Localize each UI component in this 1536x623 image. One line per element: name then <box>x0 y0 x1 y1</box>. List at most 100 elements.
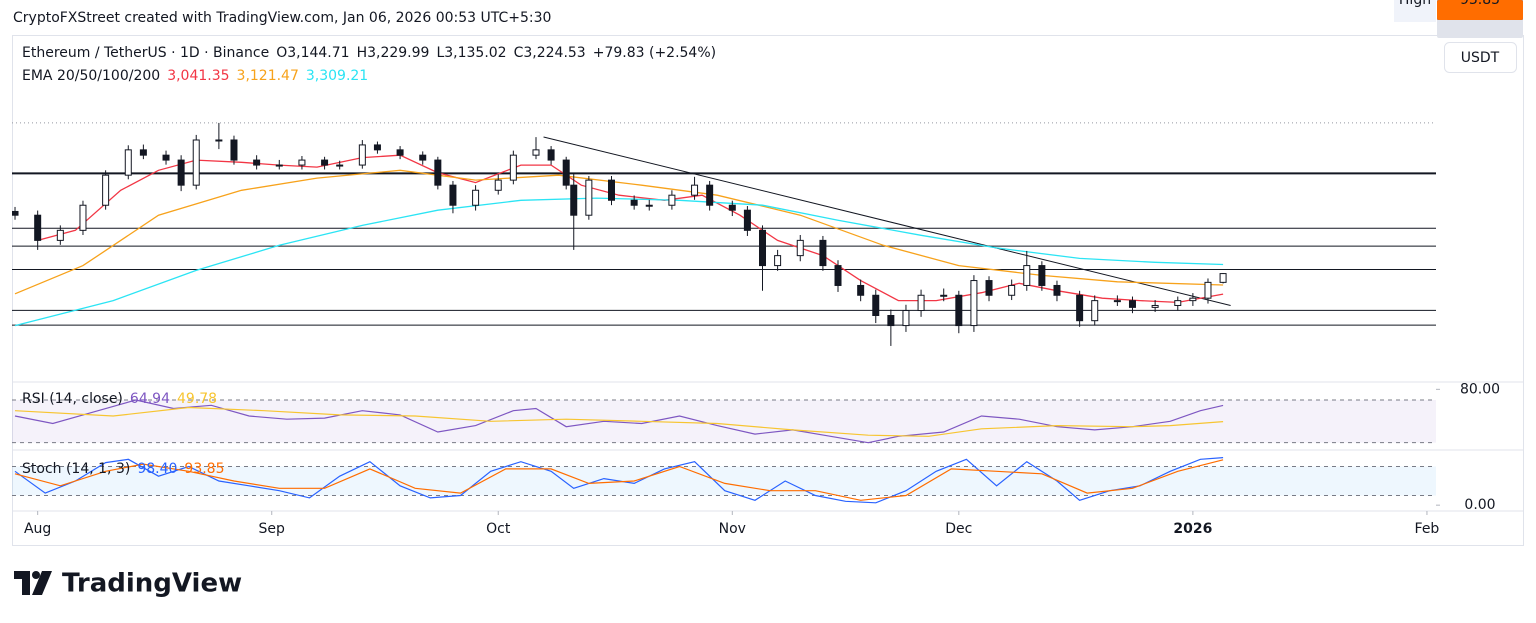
candle-body <box>645 204 653 207</box>
indicator-line <box>14 406 1224 437</box>
candle-body <box>230 139 238 161</box>
candle-body <box>917 294 925 312</box>
brand-logo <box>14 571 52 595</box>
candle-body <box>1219 273 1227 283</box>
candle-body <box>955 294 963 327</box>
candle-body <box>192 139 200 186</box>
candle-body <box>321 159 329 166</box>
indicator-line <box>37 154 1224 304</box>
candle-body <box>1038 265 1046 286</box>
y-tick-label: 0.00 <box>1464 497 1495 513</box>
legend-value: 3,309.21 <box>305 68 369 84</box>
symbol: Ethereum / TetherUS · 1D · Binance <box>22 45 270 61</box>
candle-body <box>668 194 676 206</box>
candle-body <box>570 184 578 216</box>
legend-value: 93.85 <box>184 461 225 477</box>
candle-body <box>985 280 993 296</box>
ohlc-change: +79.83 (+2.54%) <box>592 45 717 61</box>
candle-body <box>472 189 480 206</box>
brand-name: TradingView <box>62 569 242 599</box>
indicator-name: RSI (14, close) <box>22 391 123 407</box>
ohlc-close: C3,224.53 <box>513 45 586 61</box>
candle-body <box>706 184 714 206</box>
candle-body <box>215 139 223 142</box>
candle-body <box>834 265 842 286</box>
candle-body <box>434 159 442 186</box>
candle-body <box>872 294 880 316</box>
candle-body <box>1174 300 1182 306</box>
candle-body <box>396 149 404 156</box>
candle-body <box>691 184 699 196</box>
legend-value: 64.94 <box>129 391 170 407</box>
candle-body <box>759 229 767 267</box>
ohlc-high: H3,229.99 <box>356 45 430 61</box>
x-tick-label: Aug <box>24 521 51 537</box>
candle-body <box>1053 284 1061 296</box>
currency-button[interactable] <box>1444 42 1517 73</box>
candle-body <box>532 149 540 156</box>
indicator-line <box>14 169 1224 295</box>
candle-body <box>547 149 555 161</box>
candle-body <box>728 204 736 211</box>
candle-body <box>1008 284 1016 296</box>
candle-body <box>1091 300 1099 322</box>
price-tag <box>1437 0 1523 20</box>
candle-body <box>275 164 283 167</box>
candle-body <box>177 159 185 186</box>
candle-body <box>819 239 827 267</box>
candle-body <box>562 159 570 186</box>
candle-body <box>796 239 804 257</box>
symbol-legend: Ethereum / TetherUS · 1D · Binance O3,14… <box>22 45 716 61</box>
candle-body <box>102 174 110 206</box>
y-tick-label: 80.00 <box>1460 381 1500 397</box>
candle-body <box>857 284 865 296</box>
indicator-name: Stoch (14, 1, 3) <box>22 461 131 477</box>
candle-body <box>494 179 502 191</box>
legend-value: 49.78 <box>177 391 218 407</box>
candle-body <box>56 229 64 241</box>
x-tick-label: Dec <box>945 521 972 537</box>
price-tag-prefix <box>1394 0 1436 22</box>
candle-body <box>940 294 948 297</box>
candle-body <box>336 164 344 167</box>
indicator-line <box>14 459 1224 501</box>
x-tick-label: Sep <box>259 521 286 537</box>
candle-body <box>1151 304 1159 308</box>
candle-body <box>630 199 638 206</box>
band <box>12 466 1436 496</box>
price-tag-prefix-text: High <box>1399 0 1431 8</box>
stoch-legend: Stoch (14, 1, 3) 98.40 93.85 <box>22 461 225 477</box>
x-tick-label: Feb <box>1415 521 1440 537</box>
candle-body <box>419 154 427 161</box>
candle-body <box>298 159 306 166</box>
band <box>12 400 1436 443</box>
x-tick-label: Nov <box>719 521 746 537</box>
candle-body <box>970 280 978 327</box>
candle-body <box>1023 265 1031 286</box>
candle-body <box>449 184 457 206</box>
candle-body <box>162 154 170 161</box>
price-tag-text: 93.85 <box>1460 0 1500 8</box>
candle-body <box>1076 294 1084 322</box>
rsi-legend: RSI (14, close) 64.94 49.78 <box>22 391 217 407</box>
candle-body <box>1113 300 1121 303</box>
pane <box>12 457 1436 504</box>
candle-body <box>743 209 751 231</box>
ohlc-open: O3,144.71 <box>276 45 350 61</box>
indicator-name: EMA 20/50/100/200 <box>22 68 161 84</box>
indicator-line <box>14 457 1224 504</box>
chart-frame <box>12 35 1524 546</box>
currency-label: USDT <box>1461 50 1500 66</box>
candle-body <box>509 154 517 181</box>
legend-value: 3,041.35 <box>167 68 230 84</box>
x-tick-label: Oct <box>486 521 511 537</box>
candle-body <box>585 179 593 216</box>
pane <box>12 399 1436 444</box>
pane <box>12 122 1436 346</box>
header-title: CryptoFXStreet created with TradingView.… <box>13 10 552 26</box>
candle-body <box>607 179 615 201</box>
candle-body <box>1128 300 1136 308</box>
candle-body <box>774 255 782 267</box>
